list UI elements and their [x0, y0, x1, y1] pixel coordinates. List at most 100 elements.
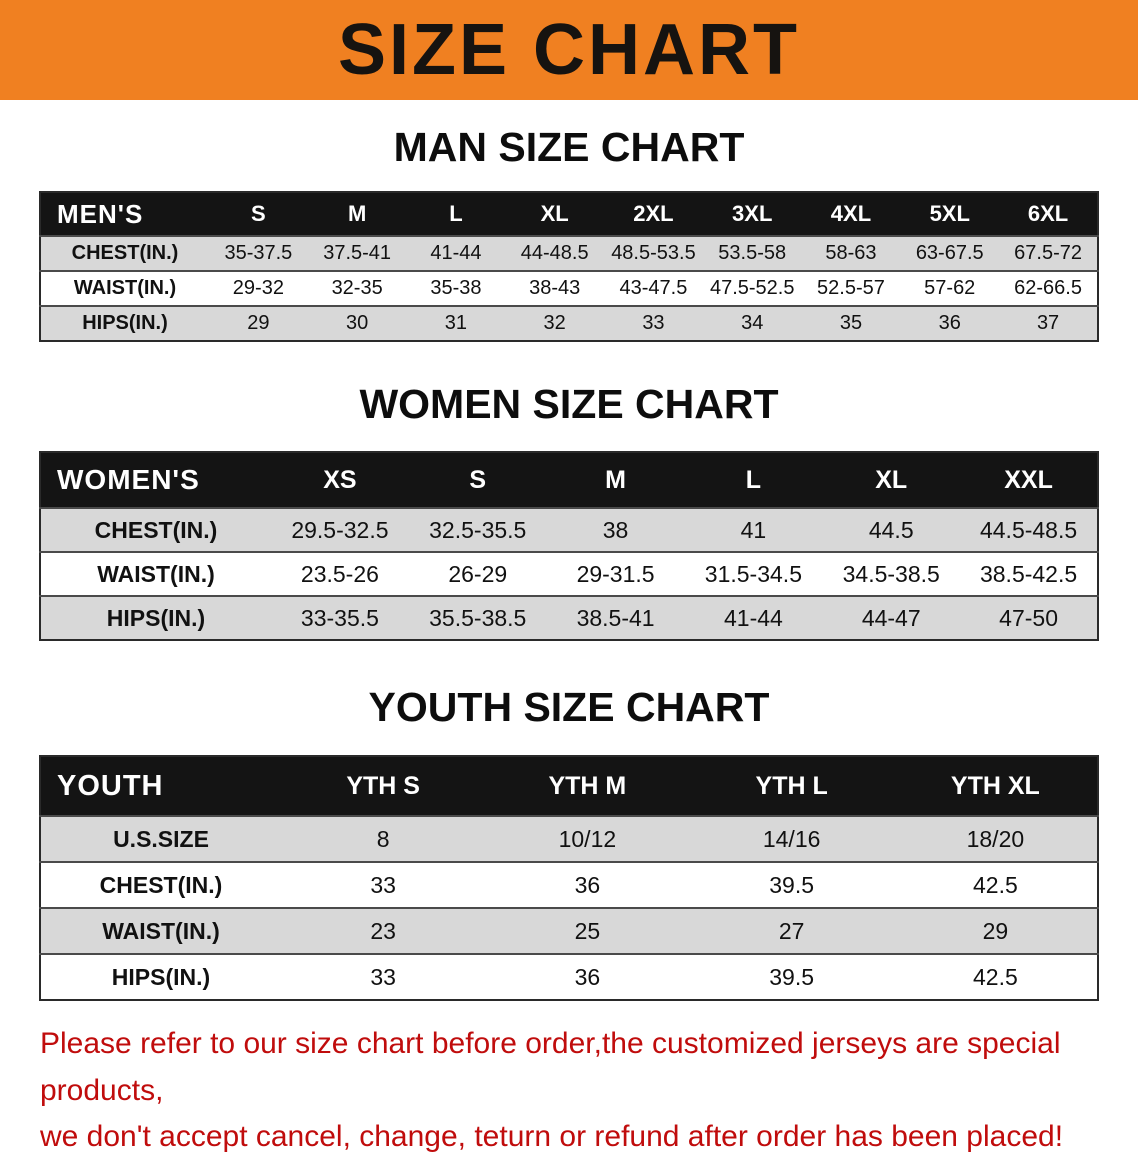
row-label: HIPS(IN.)	[40, 953, 281, 1000]
measurement-cell: 35.5-38.5	[408, 595, 547, 640]
measurement-cell: 39.5	[689, 953, 894, 1000]
page-title: SIZE CHART	[338, 10, 800, 90]
size-column-header: YTH M	[485, 756, 690, 816]
size-column-header: L	[684, 452, 823, 508]
size-column-header: S	[209, 192, 308, 236]
size-header-row: MEN'S S M L XL 2XL 3XL 4XL 5XL 6XL	[40, 192, 1098, 236]
measurement-cell: 63-67.5	[900, 235, 1000, 271]
measurement-cell: 29.5-32.5	[271, 507, 409, 552]
measurement-cell: 32.5-35.5	[408, 507, 547, 552]
measurement-cell: 36	[900, 305, 1000, 341]
measurement-cell: 34	[702, 305, 802, 341]
footer-note: Please refer to our size chart before or…	[40, 1021, 1102, 1161]
size-column-header: L	[406, 192, 506, 236]
measurement-cell: 41	[684, 507, 823, 552]
measurement-cell: 57-62	[900, 270, 1000, 306]
size-column-header: XXL	[960, 452, 1098, 508]
men-section-heading: MAN SIZE CHART	[393, 124, 745, 170]
size-column-header: 2XL	[604, 192, 703, 236]
measurement-cell: 58-63	[801, 235, 901, 271]
measurement-cell: 35-38	[406, 270, 506, 306]
measurement-row: WAIST(IN.) 29-32 32-35 35-38 38-43 43-47.5 47.…	[40, 270, 1098, 306]
measurement-cell: 29	[893, 907, 1098, 954]
group-label: YOUTH	[40, 756, 281, 816]
women-size-section: WOMEN SIZE CHART WOMEN'S XS S M L XL XXL CHEST(…	[0, 384, 1138, 641]
measurement-cell: 36	[485, 953, 690, 1000]
measurement-row: CHEST(IN.) 35-37.5 37.5-41 41-44 44-48.5 48.5…	[40, 235, 1098, 271]
measurement-cell: 38.5-41	[546, 595, 685, 640]
measurement-cell: 38.5-42.5	[960, 551, 1098, 596]
measurement-cell: 23	[281, 907, 486, 954]
measurement-cell: 10/12	[485, 815, 690, 862]
measurement-cell: 18/20	[893, 815, 1098, 862]
measurement-row: CHEST(IN.) 29.5-32.5 32.5-35.5 38 41 44.5 44.5…	[40, 507, 1098, 552]
size-column-header: S	[408, 452, 547, 508]
measurement-cell: 47-50	[960, 595, 1098, 640]
youth-section-heading: YOUTH SIZE CHART	[368, 684, 770, 730]
measurement-cell: 25	[485, 907, 690, 954]
size-column-header: 5XL	[900, 192, 1000, 236]
measurement-cell: 31	[406, 305, 506, 341]
measurement-cell: 8	[281, 815, 486, 862]
size-header-row: WOMEN'S XS S M L XL XXL	[40, 452, 1098, 508]
measurement-cell: 44.5-48.5	[960, 507, 1098, 552]
measurement-row: HIPS(IN.) 33-35.5 35.5-38.5 38.5-41 41-44 44-…	[40, 595, 1098, 640]
measurement-cell: 32-35	[307, 270, 407, 306]
measurement-cell: 27	[689, 907, 894, 954]
measurement-cell: 30	[307, 305, 407, 341]
size-column-header: YTH L	[689, 756, 894, 816]
size-column-header: 3XL	[702, 192, 802, 236]
youth-size-table: YOUTH YTH S YTH M YTH L YTH XL U.S.SIZE 8 10/12…	[39, 755, 1099, 1001]
row-label: U.S.SIZE	[40, 815, 281, 862]
measurement-cell: 42.5	[893, 953, 1098, 1000]
row-label: WAIST(IN.)	[40, 270, 209, 306]
women-section-heading: WOMEN SIZE CHART	[359, 381, 779, 427]
size-column-header: YTH S	[281, 756, 486, 816]
measurement-cell: 33	[281, 861, 486, 908]
measurement-cell: 41-44	[406, 235, 506, 271]
measurement-cell: 42.5	[893, 861, 1098, 908]
measurement-cell: 29-32	[209, 270, 308, 306]
measurement-row: HIPS(IN.) 33 36 39.5 42.5	[40, 953, 1098, 1000]
measurement-cell: 35-37.5	[209, 235, 308, 271]
measurement-cell: 67.5-72	[999, 235, 1098, 271]
row-label: CHEST(IN.)	[40, 861, 281, 908]
footer-note-line-1: Please refer to our size chart before or…	[40, 1027, 1061, 1107]
measurement-cell: 44-47	[822, 595, 961, 640]
measurement-cell: 52.5-57	[801, 270, 901, 306]
size-column-header: XS	[271, 452, 409, 508]
measurement-cell: 31.5-34.5	[684, 551, 823, 596]
size-column-header: 4XL	[801, 192, 901, 236]
measurement-row: CHEST(IN.) 33 36 39.5 42.5	[40, 861, 1098, 908]
measurement-cell: 43-47.5	[604, 270, 703, 306]
measurement-row: WAIST(IN.) 23 25 27 29	[40, 907, 1098, 954]
row-label: WAIST(IN.)	[40, 907, 281, 954]
measurement-cell: 53.5-58	[702, 235, 802, 271]
size-column-header: XL	[505, 192, 605, 236]
row-label: CHEST(IN.)	[40, 507, 271, 552]
measurement-cell: 26-29	[408, 551, 547, 596]
measurement-row: U.S.SIZE 8 10/12 14/16 18/20	[40, 815, 1098, 862]
measurement-cell: 14/16	[689, 815, 894, 862]
row-label: HIPS(IN.)	[40, 595, 271, 640]
group-label: MEN'S	[40, 192, 209, 236]
size-header-row: YOUTH YTH S YTH M YTH L YTH XL	[40, 756, 1098, 816]
measurement-cell: 29	[209, 305, 308, 341]
measurement-cell: 35	[801, 305, 901, 341]
measurement-cell: 41-44	[684, 595, 823, 640]
row-label: HIPS(IN.)	[40, 305, 209, 341]
measurement-cell: 47.5-52.5	[702, 270, 802, 306]
measurement-cell: 36	[485, 861, 690, 908]
men-size-section: MAN SIZE CHART MEN'S S M L XL 2XL 3XL 4XL 5XL 6XL…	[0, 127, 1138, 342]
men-size-table: MEN'S S M L XL 2XL 3XL 4XL 5XL 6XL CHEST(IN.) 35-37…	[39, 191, 1099, 342]
women-size-table: WOMEN'S XS S M L XL XXL CHEST(IN.) 29.5-32.5 32.5…	[39, 451, 1099, 641]
measurement-cell: 33-35.5	[271, 595, 409, 640]
size-column-header: YTH XL	[893, 756, 1098, 816]
measurement-cell: 39.5	[689, 861, 894, 908]
measurement-row: WAIST(IN.) 23.5-26 26-29 29-31.5 31.5-34.5 34…	[40, 551, 1098, 596]
measurement-cell: 23.5-26	[271, 551, 409, 596]
measurement-cell: 62-66.5	[999, 270, 1098, 306]
measurement-cell: 38	[546, 507, 685, 552]
measurement-cell: 37	[999, 305, 1098, 341]
row-label: CHEST(IN.)	[40, 235, 209, 271]
